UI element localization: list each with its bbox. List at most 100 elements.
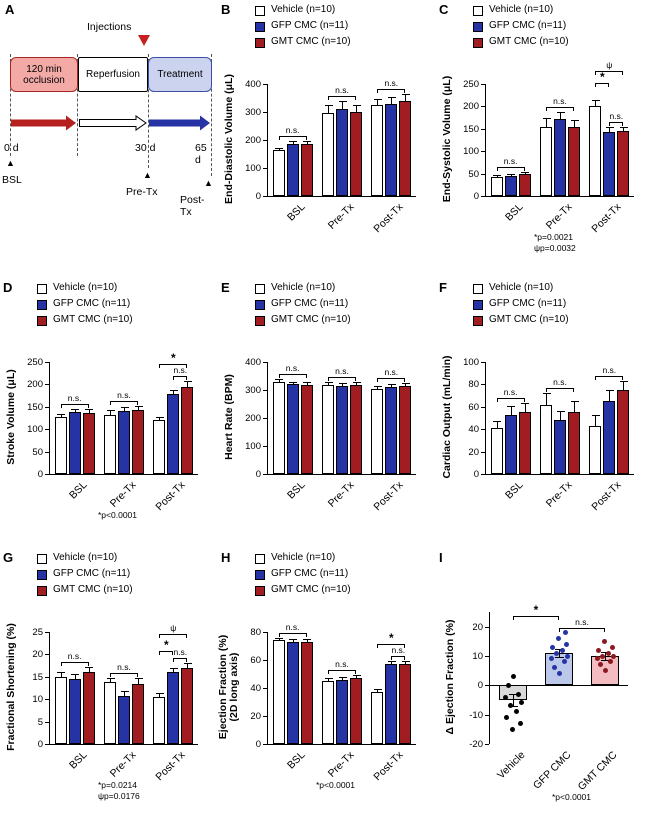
y-tick-label: 200 — [245, 135, 261, 146]
legend-swatch-gmt — [473, 316, 483, 326]
y-axis — [267, 84, 268, 196]
legend-swatch-vehicle — [37, 554, 47, 564]
x-tick-label: Pre-Tx — [543, 201, 575, 232]
sig-label: n.s. — [503, 387, 518, 398]
legend-label-gfp: GFP CMC (n=11) — [489, 20, 567, 31]
error-bar — [595, 414, 597, 426]
bar-gmt — [82, 672, 95, 744]
y-tick-label: 100 — [27, 424, 43, 436]
error-bar — [278, 147, 280, 150]
reperfusion-box: Reperfusion — [78, 57, 148, 92]
error-cap — [570, 401, 579, 403]
data-point-gfp — [563, 641, 569, 647]
y-tick — [45, 654, 49, 656]
x-axis — [267, 196, 416, 197]
x-tick-label: Post-Tx — [589, 201, 624, 236]
bar-gmt — [350, 678, 362, 744]
legend-swatch-gfp — [255, 300, 265, 310]
error-bar — [173, 389, 175, 395]
error-cap — [542, 117, 551, 119]
error-bar — [496, 421, 498, 429]
panel-letter: C — [439, 2, 449, 17]
error-bar — [405, 383, 407, 386]
occlusion-arrow-icon — [11, 115, 76, 131]
data-point-gfp — [555, 635, 561, 641]
timeline-marker-icon: ▲ — [204, 178, 213, 188]
bar-gfp — [554, 118, 566, 196]
sig-bracket — [595, 83, 610, 88]
y-tick-label: 0 — [255, 469, 261, 480]
error-cap — [85, 666, 94, 668]
error-bar — [524, 403, 526, 413]
error-cap — [619, 126, 628, 128]
sig-label: n.s. — [173, 365, 188, 376]
sig-label: n.s. — [503, 156, 518, 167]
bar-gmt — [132, 683, 144, 744]
error-bar — [342, 100, 343, 110]
legend-swatch-gmt — [37, 316, 47, 326]
data-point-vehicle — [502, 694, 508, 700]
error-bar — [110, 677, 111, 683]
x-tick-label: Post-Tx — [153, 479, 188, 514]
data-point-gmt — [602, 668, 608, 674]
sig-bracket — [546, 107, 574, 112]
bar-gmt — [350, 112, 362, 196]
data-point-gmt — [597, 662, 603, 668]
y-axis — [489, 612, 490, 744]
bar-vehicle — [322, 384, 334, 474]
bar-vehicle — [54, 676, 67, 744]
y-axis-label: End-Diastolic Volume (μL) — [223, 74, 235, 204]
y-tick — [45, 406, 49, 408]
y-tick — [45, 632, 49, 633]
bar-gfp — [118, 695, 130, 744]
error-cap — [555, 657, 564, 659]
sig-bracket — [110, 672, 138, 677]
error-cap — [183, 663, 192, 665]
data-point-vehicle — [509, 726, 515, 732]
bar-gmt — [399, 100, 412, 196]
x-tick-label: BSL — [502, 479, 526, 502]
error-cap — [275, 379, 284, 381]
error-cap — [591, 100, 600, 102]
error-bar — [306, 141, 308, 145]
legend-swatch-vehicle — [255, 6, 265, 16]
error-cap — [169, 389, 178, 391]
x-tick-label: BSL — [502, 201, 526, 224]
bar-vehicle — [322, 681, 334, 744]
error-bar — [187, 663, 189, 668]
bar-gfp — [286, 641, 299, 744]
error-bar — [391, 384, 393, 388]
timeline-dashed-line — [211, 54, 212, 176]
legend-label-vehicle: Vehicle (n=10) — [53, 282, 118, 293]
x-tick-label: BSL — [66, 479, 90, 502]
panel-c-end-systolic-volume: C Vehicle (n=10) GFP CMC (n=11) GMT CMC (n=… — [436, 0, 653, 272]
error-bar — [159, 693, 161, 697]
error-bar — [605, 652, 606, 660]
y-axis — [267, 632, 268, 744]
timeline-dashed-line — [77, 54, 78, 156]
error-bar — [173, 667, 175, 673]
sig-label: * — [388, 631, 394, 646]
treatment-arrow-icon — [149, 115, 210, 131]
error-bar — [88, 409, 90, 413]
legend-label-vehicle: Vehicle (n=10) — [489, 282, 554, 293]
error-bar — [574, 401, 575, 413]
y-tick — [481, 128, 485, 130]
error-bar — [306, 382, 308, 385]
x-tick-label: GFP CMC — [530, 749, 574, 792]
legend-swatch-gfp — [37, 570, 47, 580]
bar-gmt — [181, 667, 194, 744]
bar-gmt — [399, 664, 412, 744]
error-cap — [303, 639, 312, 640]
sig-bracket — [559, 627, 605, 632]
bar-vehicle — [589, 105, 602, 196]
error-cap — [401, 93, 410, 95]
y-tick — [481, 451, 485, 453]
panel-h-ejection-fraction: H Vehicle (n=10) GFP CMC (n=11) GMT CMC (n=… — [217, 548, 435, 814]
timepoint-0d: 0 d — [4, 142, 19, 154]
bar-gmt — [300, 144, 313, 196]
y-tick-label: 50 — [468, 168, 479, 180]
data-point-gfp — [549, 644, 555, 650]
legend-swatch-gfp — [37, 300, 47, 310]
y-tick-label: -10 — [469, 709, 483, 721]
